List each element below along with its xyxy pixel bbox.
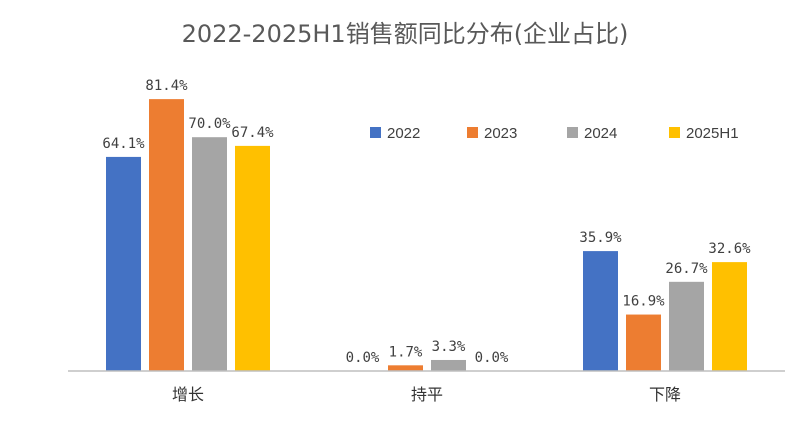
bar-2023-2 — [626, 314, 661, 371]
data-labels-group: 64.1% 81.4% 70.0%67.4% 0.0% 1.7% 3.3% 0.0% 35.9… — [102, 78, 751, 366]
data-label-2023-0: 81.4% — [145, 78, 188, 94]
data-label-2025H1-0: 67.4% — [231, 125, 274, 141]
category-label-0: 增长 — [172, 385, 204, 404]
bar-2022-2 — [583, 251, 618, 371]
data-label-2024-1: 3.3% — [432, 339, 466, 355]
legend-label-2024: 2024 — [584, 125, 617, 142]
legend-swatch-2025H1 — [669, 127, 680, 138]
bar-2024-2 — [669, 281, 704, 371]
legend-swatch-2024 — [567, 127, 578, 138]
legend-swatch-2022 — [370, 127, 381, 138]
data-label-2024-2: 26.7% — [665, 261, 708, 277]
data-label-2022-1: 0.0% — [346, 350, 380, 366]
bar-2025H1-0 — [235, 145, 270, 371]
category-label-1: 持平 — [411, 385, 443, 404]
bar-2022-0 — [106, 156, 141, 371]
legend-label-2025H1: 2025H1 — [686, 125, 739, 142]
legend-label-2023: 2023 — [484, 125, 517, 142]
bar-2024-1 — [431, 359, 466, 371]
data-label-2022-0: 64.1% — [102, 136, 145, 152]
data-label-2025H1-2: 32.6% — [708, 241, 751, 257]
data-label-2022-2: 35.9% — [579, 230, 622, 246]
legend-label-2022: 2022 — [387, 125, 420, 142]
data-label-2024-0: 70.0% — [188, 116, 231, 132]
bars-group — [106, 99, 747, 372]
category-label-2: 下降 — [649, 385, 681, 404]
data-label-2023-1: 1.7% — [389, 344, 423, 360]
bar-2023-1 — [388, 365, 423, 371]
legend: 2022 2023 2024 2025H1 — [370, 125, 739, 142]
bar-2023-0 — [149, 99, 184, 372]
bar-2025H1-2 — [712, 262, 747, 371]
bar-2024-0 — [192, 137, 227, 371]
chart-title: 2022-2025H1销售额同比分布(企业占比) — [182, 20, 629, 48]
data-label-2025H1-1: 0.0% — [475, 350, 509, 366]
category-labels-group: 增长 持平 下降 — [172, 385, 681, 404]
legend-swatch-2023 — [467, 127, 478, 138]
data-label-2023-2: 16.9% — [622, 294, 665, 310]
